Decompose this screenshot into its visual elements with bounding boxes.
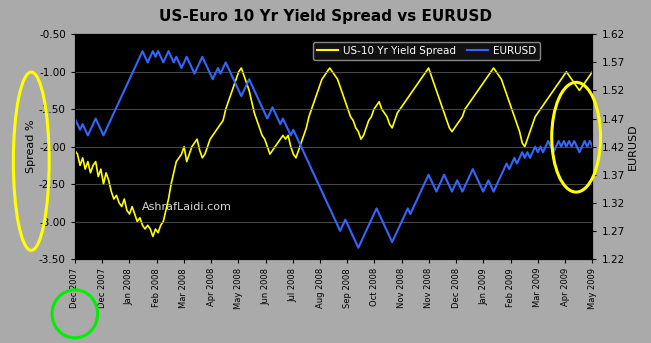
EURUSD: [549, 150, 557, 154]
EURUSD: [170, 60, 178, 64]
US-10 Yr Yield Spread: [589, 70, 596, 74]
Line: EURUSD: EURUSD: [75, 51, 592, 248]
EURUSD: [212, 72, 219, 76]
Line: US-10 Yr Yield Spread: US-10 Yr Yield Spread: [75, 68, 592, 237]
US-10 Yr Yield Spread: [549, 88, 557, 93]
US-10 Yr Yield Spread: [102, 171, 110, 175]
Text: US-Euro 10 Yr Yield Spread vs EURUSD: US-Euro 10 Yr Yield Spread vs EURUSD: [159, 9, 492, 24]
EURUSD: [139, 49, 146, 53]
US-10 Yr Yield Spread: [71, 148, 79, 152]
EURUSD: [71, 117, 79, 121]
Y-axis label: Spread %: Spread %: [26, 120, 36, 173]
EURUSD: [102, 128, 110, 132]
US-10 Yr Yield Spread: [92, 159, 100, 164]
Y-axis label: EURUSD: EURUSD: [628, 123, 637, 170]
EURUSD: [568, 145, 575, 149]
Text: AshrafLaidi.com: AshrafLaidi.com: [142, 202, 232, 212]
US-10 Yr Yield Spread: [212, 130, 219, 134]
US-10 Yr Yield Spread: [170, 171, 178, 175]
EURUSD: [92, 117, 100, 121]
EURUSD: [589, 145, 596, 149]
US-10 Yr Yield Spread: [149, 235, 157, 239]
EURUSD: [354, 246, 362, 250]
US-10 Yr Yield Spread: [568, 77, 575, 81]
US-10 Yr Yield Spread: [238, 66, 245, 70]
Legend: US-10 Yr Yield Spread, EURUSD: US-10 Yr Yield Spread, EURUSD: [313, 42, 540, 60]
